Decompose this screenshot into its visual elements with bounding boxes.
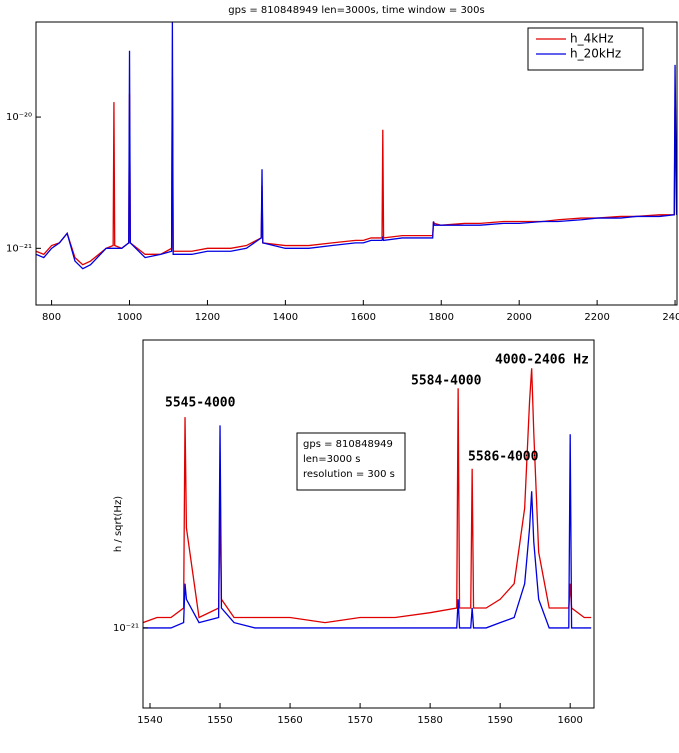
x-tick-label: 1200	[195, 312, 220, 323]
x-tick-label: 1800	[429, 312, 454, 323]
x-tick-label: 1400	[273, 312, 298, 323]
x-tick-label: 800	[42, 312, 61, 323]
legend-box	[527, 27, 644, 71]
plot-lines	[143, 368, 592, 629]
x-tick-label: 1540	[137, 715, 162, 726]
series-line	[36, 22, 677, 270]
x-tick-label: 1600	[557, 715, 582, 726]
annotation: 5586-4000	[468, 450, 539, 465]
x-tick-label: 1580	[417, 715, 442, 726]
x-tick-label: 2000	[506, 312, 531, 323]
y-tick-label: 10⁻²¹	[113, 623, 139, 634]
info-text: gps = 810848949	[303, 439, 393, 450]
annotation: 5545-4000	[165, 396, 236, 411]
legend-label: h_4kHz	[570, 32, 614, 46]
series-line	[36, 77, 677, 266]
annotation: 4000-2406 Hz	[495, 353, 589, 368]
y-axis-label: h / sqrt(Hz)	[113, 496, 124, 552]
plot-frame	[142, 339, 595, 709]
x-tick-label: 1590	[487, 715, 512, 726]
info-box	[296, 432, 406, 491]
x-tick-label: 1000	[117, 312, 142, 323]
plot-frame	[35, 21, 678, 306]
plot-lines	[36, 22, 677, 270]
y-tick-label: 10⁻²⁰	[6, 112, 32, 123]
chart-title: gps = 810848949 len=3000s, time window =…	[228, 5, 485, 16]
info-text: len=3000 s	[303, 454, 361, 465]
x-tick-label: 2400	[662, 312, 679, 323]
legend-label: h_20kHz	[570, 47, 621, 61]
x-tick-label: 1550	[207, 715, 232, 726]
y-tick-label: 10⁻²¹	[6, 243, 32, 254]
series-line	[143, 368, 592, 624]
x-tick-label: 2200	[584, 312, 609, 323]
info-text: resolution = 300 s	[303, 469, 395, 480]
x-tick-label: 1560	[277, 715, 302, 726]
annotation: 5584-4000	[411, 374, 482, 389]
series-line	[143, 425, 592, 629]
x-tick-label: 1570	[347, 715, 372, 726]
x-tick-label: 1600	[351, 312, 376, 323]
